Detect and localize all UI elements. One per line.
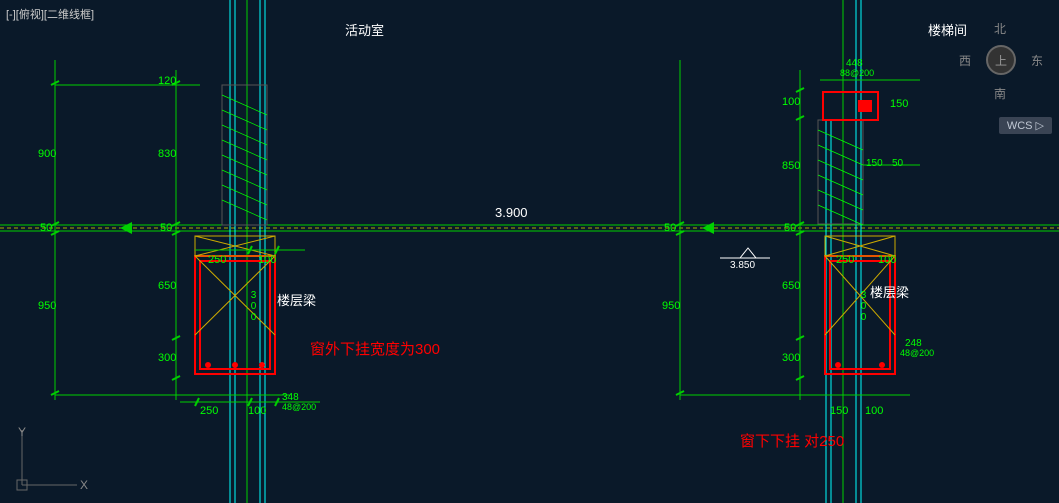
- dim-l-120: 120: [158, 75, 176, 87]
- dim-r-300b: 300: [858, 290, 869, 323]
- dim-l-rebar2: 48@200: [282, 402, 316, 412]
- beam-label-left: 楼层梁: [277, 290, 316, 309]
- elevation-label: 3.900: [495, 205, 528, 220]
- dim-l-h100: 100: [258, 254, 276, 266]
- dim-r-rebar2: 48@200: [900, 348, 934, 358]
- dim-l-h100b: 100: [248, 405, 266, 417]
- dim-r-h100: 100: [878, 254, 896, 266]
- dim-r-rebar4: 88@200: [840, 68, 874, 78]
- dim-l-h250b: 250: [200, 405, 218, 417]
- room-label-activity: 活动室: [345, 20, 384, 39]
- dim-r-650: 650: [782, 280, 800, 292]
- dim-r-950: 950: [662, 300, 680, 312]
- dim-r-300: 300: [782, 352, 800, 364]
- dim-r-h100b: 100: [865, 405, 883, 417]
- beam-label-right: 楼层梁: [870, 282, 909, 301]
- dim-r-h250: 250: [836, 254, 854, 266]
- dim-l-650: 650: [158, 280, 176, 292]
- dim-l-300: 300: [158, 352, 176, 364]
- dim-l-950: 950: [38, 300, 56, 312]
- dim-r-50b: 50: [664, 222, 676, 234]
- dim-l-50b: 50: [40, 222, 52, 234]
- dim-r-100: 100: [782, 96, 800, 108]
- axis-y-label: Y: [18, 425, 26, 439]
- room-label-stair: 楼梯间: [928, 20, 967, 39]
- dim-l-900: 900: [38, 148, 56, 160]
- elevation-sub: 3.850: [730, 260, 755, 271]
- dim-r-h150b: 150: [830, 405, 848, 417]
- annotation-right: 窗下下挂 对250: [740, 430, 844, 451]
- dim-r-h50: 50: [892, 158, 903, 169]
- annotation-left: 窗外下挂宽度为300: [310, 338, 440, 359]
- dim-l-h250: 250: [208, 254, 226, 266]
- dim-l-50: 50: [160, 222, 172, 234]
- dim-l-830: 830: [158, 148, 176, 160]
- axis-x-label: X: [80, 478, 88, 492]
- dim-l-300b: 300: [248, 290, 259, 323]
- dim-r-850: 850: [782, 160, 800, 172]
- dim-r-h150: 150: [866, 158, 883, 169]
- dim-r-50: 50: [784, 222, 796, 234]
- dim-r-v150: 150: [890, 98, 908, 110]
